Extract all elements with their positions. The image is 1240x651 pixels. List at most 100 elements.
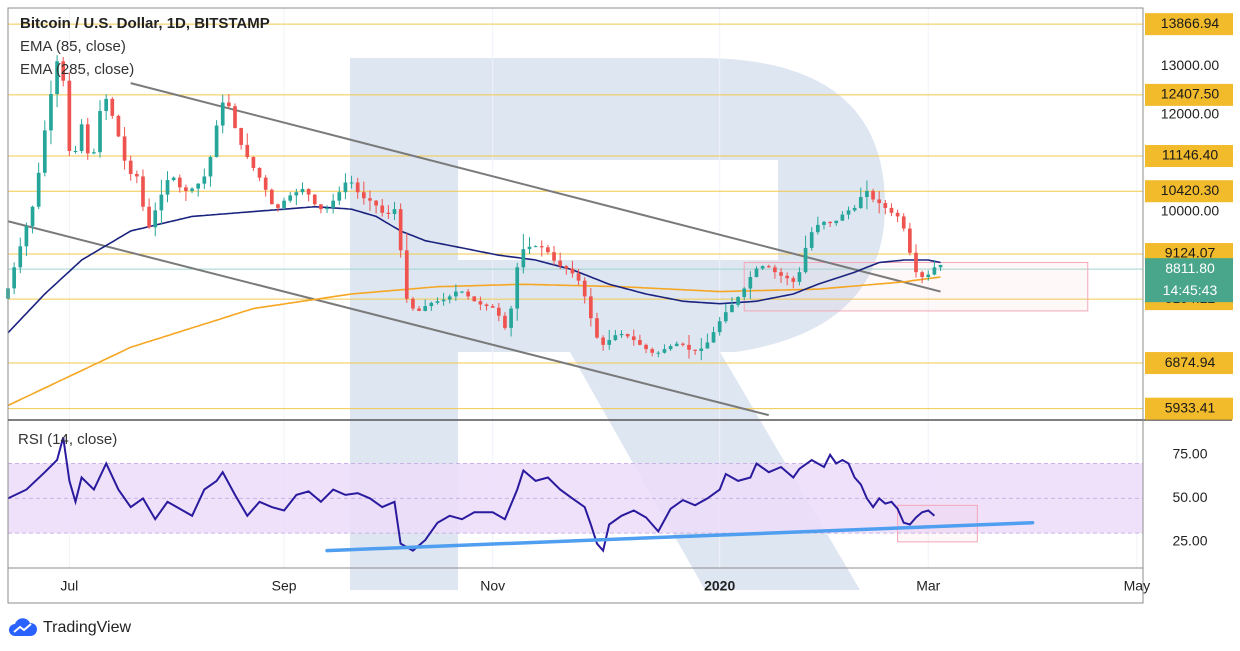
candle-body xyxy=(815,224,820,233)
candle-body xyxy=(901,216,906,229)
candle-body xyxy=(220,102,225,126)
candle-body xyxy=(79,124,84,151)
candle-body xyxy=(196,183,201,189)
candle-body xyxy=(141,176,145,207)
candle-body xyxy=(558,260,563,267)
candle-body xyxy=(233,106,237,128)
candle-body xyxy=(803,247,808,273)
candle-body xyxy=(460,291,464,293)
candle-body xyxy=(208,157,213,177)
chart-title: Bitcoin / U.S. Dollar, 1D, BITSTAMP xyxy=(20,15,270,32)
candle-body xyxy=(496,307,501,316)
candle-body xyxy=(926,274,931,278)
candle-body xyxy=(717,321,722,333)
x-tick-label: May xyxy=(1124,578,1150,594)
candle-body xyxy=(932,267,937,275)
candle-body xyxy=(791,278,796,282)
candle-body xyxy=(239,127,243,145)
rsi-tick-label: 75.00 xyxy=(1172,446,1207,462)
candle-body xyxy=(134,174,139,177)
candle-body xyxy=(85,124,90,154)
candle-body xyxy=(742,288,747,298)
candle-body xyxy=(601,337,605,345)
candle-body xyxy=(699,348,704,351)
candle-body xyxy=(650,349,655,353)
ema85-line xyxy=(7,205,941,334)
candle-body xyxy=(337,192,342,201)
candle-body xyxy=(877,199,882,204)
candle-body xyxy=(484,304,489,307)
candle-body xyxy=(582,280,587,297)
candle-body xyxy=(674,343,679,347)
candle-body xyxy=(539,246,544,248)
candle-body xyxy=(423,306,428,311)
y-tick-label: 13000.00 xyxy=(1161,57,1220,73)
candle-body xyxy=(42,130,47,173)
price-level-tag-label: 5933.41 xyxy=(1165,399,1216,415)
candle-body xyxy=(607,340,612,345)
candle-body xyxy=(711,332,716,343)
ema85-path xyxy=(7,205,941,334)
price-level-tag xyxy=(1145,180,1233,203)
candle-body xyxy=(883,203,888,208)
candle-body xyxy=(227,102,231,107)
candle-body xyxy=(251,157,256,168)
candle-body xyxy=(503,315,507,328)
candle-body xyxy=(147,206,151,228)
candle-body xyxy=(171,177,176,181)
price-level-tag-label: 9124.07 xyxy=(1165,245,1216,261)
candle-body xyxy=(871,190,875,200)
x-tick-label: Mar xyxy=(916,578,940,594)
candle-body xyxy=(822,221,826,225)
candle-body xyxy=(55,61,59,95)
price-levels xyxy=(8,23,1143,410)
candle-body xyxy=(619,333,624,336)
price-level-tag xyxy=(1145,397,1233,420)
candle-body xyxy=(858,197,863,208)
candle-body xyxy=(472,296,477,302)
ema285-line xyxy=(7,276,941,407)
candle-body xyxy=(773,267,777,273)
candle-body xyxy=(705,342,710,349)
candle-body xyxy=(184,187,188,191)
channel-trendline xyxy=(7,220,770,417)
candle-body xyxy=(417,308,421,311)
price-level-tag-label: 12407.50 xyxy=(1161,86,1220,102)
candle-body xyxy=(846,210,851,215)
watermark-logo xyxy=(350,58,885,590)
rsi-tick-label: 25.00 xyxy=(1172,533,1207,549)
candle-body xyxy=(128,160,133,175)
candle-body xyxy=(122,136,127,161)
candle-body xyxy=(331,200,336,208)
candle-body xyxy=(852,207,857,211)
countdown-label: 14:45:43 xyxy=(1163,282,1218,298)
candle-body xyxy=(687,344,691,350)
candle-body xyxy=(723,312,728,322)
candle-body xyxy=(668,346,673,350)
candle-body xyxy=(681,343,685,345)
candle-body xyxy=(404,250,409,299)
candle-body xyxy=(36,172,41,207)
candle-body xyxy=(521,249,526,268)
candle-body xyxy=(104,98,109,111)
candle-body xyxy=(368,198,372,201)
candle-body xyxy=(466,291,470,297)
x-tick-label: Jul xyxy=(60,578,78,594)
x-tick-label: Nov xyxy=(480,578,505,594)
candle-body xyxy=(343,182,348,193)
candle-body xyxy=(889,207,894,213)
candle-body xyxy=(300,188,305,193)
candle-body xyxy=(12,267,16,289)
price-level-tag-label: 10420.30 xyxy=(1161,182,1220,198)
candle-body xyxy=(613,335,618,341)
last-price-tag xyxy=(1145,258,1233,303)
candle-body xyxy=(92,152,96,154)
candle-body xyxy=(748,277,753,289)
tradingview-logo[interactable]: TradingView xyxy=(8,616,131,640)
candle-body xyxy=(914,252,918,273)
candle-body xyxy=(834,220,839,224)
candle-body xyxy=(202,176,207,184)
candle-body xyxy=(766,266,771,268)
price-level-tag-label: 13866.94 xyxy=(1161,15,1220,31)
